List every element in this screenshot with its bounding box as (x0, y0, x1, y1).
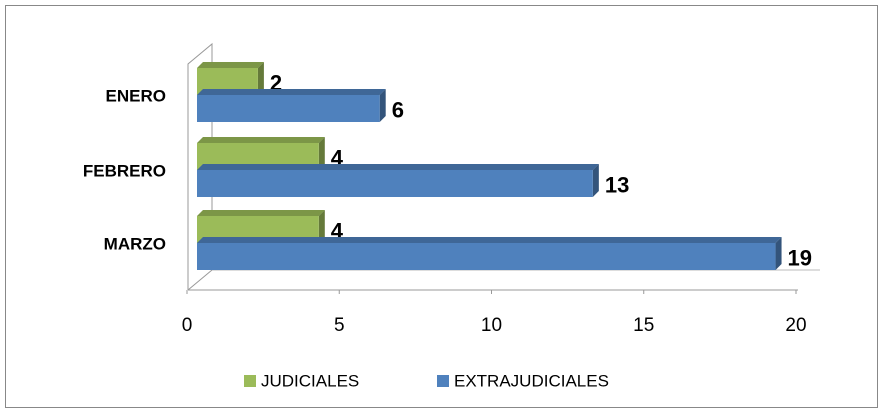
bar-side (318, 137, 325, 170)
bar (197, 243, 776, 270)
bar-top (197, 137, 325, 143)
legend-label: JUDICIALES (261, 371, 359, 390)
chart-border (5, 5, 878, 408)
legend-swatch (244, 375, 256, 387)
bar-top (197, 164, 599, 170)
bar-side (318, 210, 325, 243)
value-label: 19 (788, 245, 812, 270)
floor-edge (187, 269, 213, 291)
bar-side (592, 164, 599, 197)
x-tick-label: 20 (785, 315, 806, 336)
value-label: 6 (392, 97, 404, 122)
bar-top (197, 89, 386, 95)
bar-side (379, 89, 386, 122)
y-tick-label: ENERO (106, 86, 166, 105)
bar-top (197, 62, 264, 68)
y-tick-label: MARZO (104, 234, 166, 253)
y-tick-label: FEBRERO (83, 161, 166, 180)
bar-side (257, 62, 264, 95)
x-tick-label: 15 (633, 315, 654, 336)
bar-top (197, 237, 782, 243)
legend-label: EXTRAJUDICIALES (454, 371, 609, 390)
bar (197, 95, 380, 122)
x-tick-label: 10 (481, 315, 502, 336)
bar-side (775, 237, 782, 270)
bar-top (197, 210, 325, 216)
legend-swatch (437, 375, 449, 387)
x-tick-label: 0 (182, 315, 193, 336)
x-tick-label: 5 (334, 315, 345, 336)
bar (197, 170, 593, 197)
value-label: 13 (605, 172, 629, 197)
